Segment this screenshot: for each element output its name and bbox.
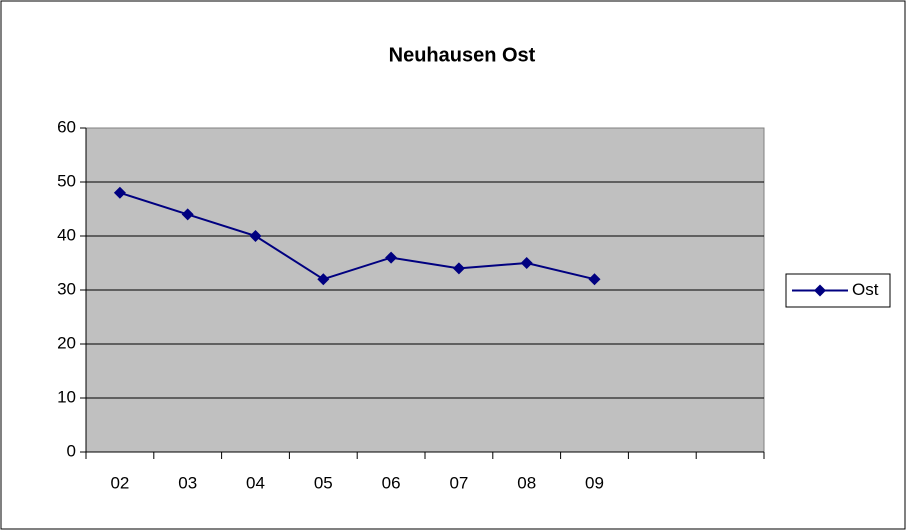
y-tick-label: 50 xyxy=(57,171,76,190)
data-point xyxy=(520,257,533,269)
y-tick-label: 30 xyxy=(57,279,76,298)
data-point xyxy=(317,273,330,286)
x-tick-label: 06 xyxy=(382,473,401,492)
y-tick-label: 60 xyxy=(57,117,76,136)
y-tick-label: 20 xyxy=(57,333,76,352)
x-tick-label: 09 xyxy=(585,473,604,492)
series-line xyxy=(119,191,595,281)
x-tick-label: 07 xyxy=(449,473,468,492)
data-point xyxy=(113,186,126,199)
x-tick-label: 03 xyxy=(178,473,197,492)
data-point xyxy=(385,251,398,264)
x-tick-label: 08 xyxy=(517,473,536,492)
data-point xyxy=(588,273,601,286)
data-point xyxy=(249,230,262,242)
legend-label: Ost xyxy=(852,280,879,299)
chart-title: Neuhausen Ost xyxy=(389,44,536,66)
x-tick-label: 02 xyxy=(110,473,129,492)
data-point xyxy=(452,262,465,275)
y-tick-label: 40 xyxy=(57,225,76,244)
y-tick-label: 10 xyxy=(57,387,76,406)
x-tick-label: 04 xyxy=(246,473,265,492)
y-tick-label: 0 xyxy=(67,441,76,460)
x-tick-label: 05 xyxy=(314,473,333,492)
data-point xyxy=(181,208,194,221)
legend-marker xyxy=(814,284,826,297)
